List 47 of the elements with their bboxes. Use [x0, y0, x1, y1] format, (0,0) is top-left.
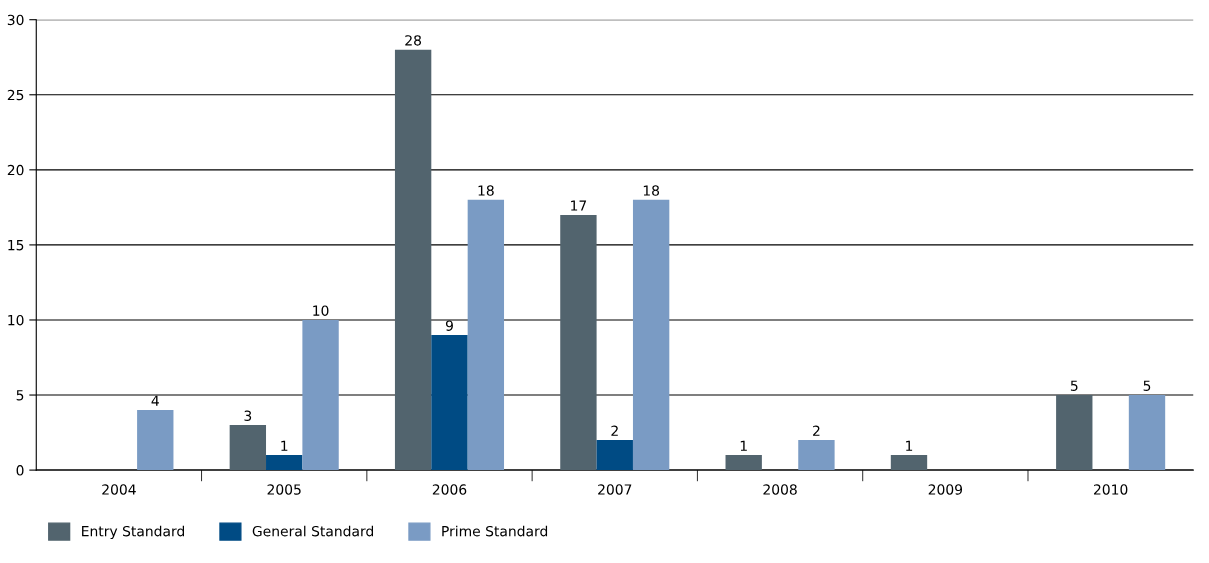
data-label: 5: [1070, 380, 1078, 391]
data-label: 28: [405, 35, 422, 46]
y-tick-label: 15: [8, 240, 24, 251]
data-label: 9: [445, 320, 453, 331]
data-label: 2: [813, 425, 820, 436]
y-tick-label: 25: [7, 89, 24, 101]
data-label: 10: [313, 305, 329, 316]
bar: [725, 455, 762, 471]
x-tick-label: 2010: [1093, 484, 1128, 495]
legend-label: General Standard: [252, 525, 374, 537]
bar: [596, 440, 633, 471]
bar: [890, 455, 928, 471]
bar: [1056, 395, 1093, 471]
x-tick-label: 2005: [267, 484, 301, 495]
bar: [394, 49, 432, 471]
legend-label: Prime Standard: [442, 525, 548, 537]
bar: [137, 410, 174, 471]
legend-label: Entry Standard: [82, 525, 185, 540]
y-tick-label: 10: [8, 314, 24, 326]
y-tick-label: 0: [16, 465, 24, 476]
y-tick-label: 30: [7, 14, 24, 26]
data-label: 5: [1143, 380, 1151, 391]
bar: [302, 319, 339, 471]
bar: [266, 455, 303, 471]
data-label: 17: [571, 200, 587, 211]
y-tick-label: 5: [16, 390, 24, 401]
data-label: 1: [281, 440, 288, 451]
y-tick-label: 20: [7, 164, 24, 176]
bar: [798, 440, 835, 471]
x-tick-label: 2008: [763, 484, 797, 495]
x-tick-label: 2009: [928, 484, 963, 495]
bar: [467, 199, 505, 471]
bar: [632, 199, 670, 471]
bar: [431, 334, 468, 471]
data-label: 18: [643, 185, 660, 196]
x-tick-label: 2006: [432, 484, 467, 495]
data-label: 4: [151, 395, 159, 406]
x-tick-label: 2004: [102, 484, 136, 495]
bar: [1128, 395, 1166, 471]
data-label: 1: [740, 440, 747, 451]
bar: [560, 214, 597, 471]
data-label: 2: [611, 425, 618, 436]
x-tick-label: 2007: [598, 484, 632, 495]
data-label: 1: [906, 440, 913, 451]
data-label: 3: [244, 410, 252, 421]
bar: [229, 425, 267, 471]
data-label: 18: [478, 185, 494, 196]
